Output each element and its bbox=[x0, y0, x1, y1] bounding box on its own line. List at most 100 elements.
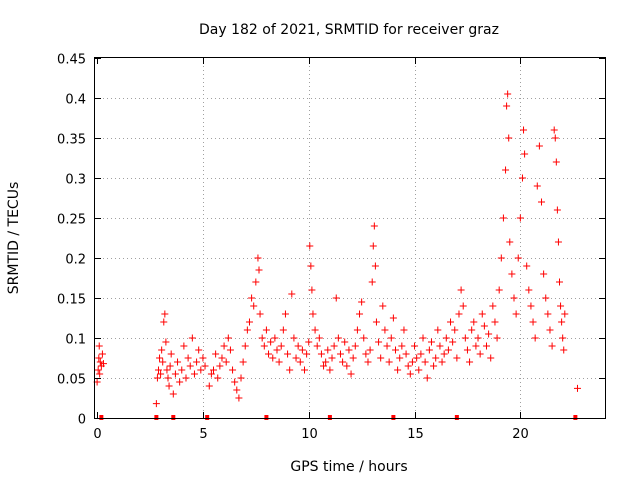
data-point bbox=[406, 370, 414, 378]
data-point bbox=[487, 354, 495, 362]
data-point bbox=[176, 378, 184, 386]
data-point bbox=[389, 314, 397, 322]
data-point bbox=[366, 346, 374, 354]
data-point bbox=[546, 326, 554, 334]
data-point bbox=[463, 346, 471, 354]
data-point bbox=[231, 378, 239, 386]
data-point bbox=[96, 358, 104, 366]
data-point bbox=[328, 354, 336, 362]
data-point bbox=[267, 338, 275, 346]
data-point bbox=[320, 362, 328, 370]
data-point bbox=[241, 342, 249, 350]
data-point bbox=[273, 346, 281, 354]
data-point bbox=[178, 366, 186, 374]
data-points bbox=[93, 90, 581, 408]
data-point bbox=[281, 310, 289, 318]
data-point bbox=[220, 342, 228, 350]
data-point bbox=[506, 238, 514, 246]
tick-labels: 0 0.05 0.1 0.15 0.2 0.25 0.3 0.35 0.4 0.45 0 5 10 15 2… bbox=[57, 53, 529, 443]
data-point bbox=[201, 362, 209, 370]
data-point bbox=[523, 262, 531, 270]
data-point bbox=[243, 326, 251, 334]
data-point bbox=[370, 222, 378, 230]
baseline-mark bbox=[171, 415, 176, 420]
data-point bbox=[158, 346, 166, 354]
data-point bbox=[531, 334, 539, 342]
data-point bbox=[383, 342, 391, 350]
data-point bbox=[163, 366, 171, 374]
data-point bbox=[417, 350, 425, 358]
data-point bbox=[156, 354, 164, 362]
data-point bbox=[552, 158, 560, 166]
baseline-marks bbox=[99, 415, 578, 420]
data-point bbox=[218, 354, 226, 362]
data-point bbox=[508, 270, 516, 278]
y-tick-label: 0.25 bbox=[57, 213, 86, 228]
data-point bbox=[226, 346, 234, 354]
data-point bbox=[400, 326, 408, 334]
data-point bbox=[305, 338, 313, 346]
data-point bbox=[453, 354, 461, 362]
data-point bbox=[152, 400, 160, 408]
data-point bbox=[535, 142, 543, 150]
data-point bbox=[341, 338, 349, 346]
data-point bbox=[559, 334, 567, 342]
data-point bbox=[275, 358, 283, 366]
data-point bbox=[505, 134, 513, 142]
data-point bbox=[229, 366, 237, 374]
data-point bbox=[521, 150, 529, 158]
data-point bbox=[98, 350, 106, 358]
data-point bbox=[212, 350, 220, 358]
data-point bbox=[489, 302, 497, 310]
data-point bbox=[560, 346, 568, 354]
data-point bbox=[160, 318, 168, 326]
data-point bbox=[154, 366, 162, 374]
baseline-mark bbox=[454, 415, 459, 420]
x-tick-label: 20 bbox=[512, 427, 529, 442]
data-point bbox=[360, 334, 368, 342]
data-point bbox=[391, 346, 399, 354]
data-point bbox=[455, 310, 463, 318]
data-point bbox=[233, 386, 241, 394]
data-point bbox=[99, 360, 107, 368]
baseline-mark bbox=[391, 415, 396, 420]
data-point bbox=[258, 334, 266, 342]
data-point bbox=[162, 338, 170, 346]
data-point bbox=[408, 358, 416, 366]
data-point bbox=[558, 318, 566, 326]
data-point bbox=[362, 350, 370, 358]
data-point bbox=[161, 310, 169, 318]
data-point bbox=[167, 350, 175, 358]
data-point bbox=[432, 354, 440, 362]
data-point bbox=[411, 342, 419, 350]
x-tick-label: 10 bbox=[301, 427, 318, 442]
data-point bbox=[169, 390, 177, 398]
data-point bbox=[317, 350, 325, 358]
data-point bbox=[499, 214, 507, 222]
data-point bbox=[493, 334, 501, 342]
data-point bbox=[197, 366, 205, 374]
y-tick-label: 0.45 bbox=[57, 53, 86, 68]
y-tick-label: 0.05 bbox=[57, 373, 86, 388]
data-point bbox=[157, 370, 165, 378]
data-point bbox=[358, 298, 366, 306]
data-point bbox=[372, 318, 380, 326]
data-point bbox=[214, 374, 222, 382]
data-point bbox=[510, 294, 518, 302]
data-point bbox=[332, 294, 340, 302]
data-point bbox=[255, 266, 263, 274]
data-point bbox=[262, 326, 270, 334]
data-point bbox=[260, 342, 268, 350]
data-point bbox=[309, 310, 317, 318]
data-point bbox=[235, 394, 243, 402]
data-point bbox=[164, 374, 172, 382]
data-point bbox=[308, 286, 316, 294]
baseline-mark bbox=[205, 415, 210, 420]
data-point bbox=[301, 366, 309, 374]
data-point bbox=[444, 346, 452, 354]
data-point bbox=[485, 330, 493, 338]
data-point bbox=[248, 294, 256, 302]
data-point bbox=[330, 342, 338, 350]
data-point bbox=[343, 362, 351, 370]
